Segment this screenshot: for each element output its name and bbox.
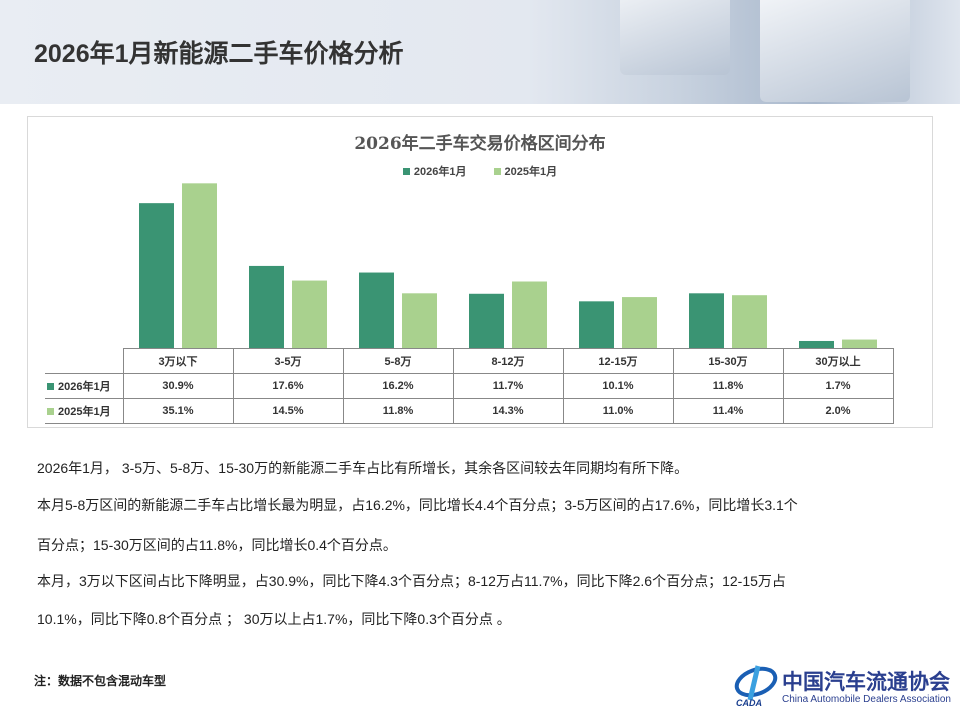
data-label: 2.0% xyxy=(782,398,894,424)
chart-legend: 2026年1月 2025年1月 xyxy=(28,163,932,179)
decorative-cube xyxy=(760,0,910,102)
series-label: 2025年1月 xyxy=(45,398,124,424)
category-label: 30万以上 xyxy=(782,348,894,374)
bar-2026-2 xyxy=(359,272,394,349)
bar-2025-3 xyxy=(512,281,547,349)
bar-2025-4 xyxy=(622,297,657,349)
legend-swatch xyxy=(493,167,501,175)
paragraph: 10.1%，同比下降0.8个百分点 ； 30万以上占1.7%，同比下降0.3个百… xyxy=(37,611,511,627)
logo-text-en: China Automobile Dealers Association xyxy=(782,694,951,705)
data-label: 10.1% xyxy=(562,373,674,399)
table-row: 2026年1月 30.9% 17.6% 16.2% 11.7% 10.1% 11.8% 1.7… xyxy=(45,373,894,399)
data-label: 11.4% xyxy=(672,398,784,424)
bar-2025-1 xyxy=(292,280,327,349)
data-table: 3万以下 3-5万 5-8万 8-12万 12-15万 15-30万 30万以上 2026年1… xyxy=(45,348,894,424)
logo-text-cn: 中国汽车流通协会 xyxy=(782,669,950,694)
legend-label: 2026年1月 xyxy=(413,166,467,178)
series-label: 2026年1月 xyxy=(45,373,124,399)
data-label: 17.6% xyxy=(232,373,344,399)
bar-2026-0 xyxy=(139,203,174,349)
data-label: 11.7% xyxy=(452,373,564,399)
paragraph: 本月，3万以下区间占比下降明显，占30.9%，同比下降4.3个百分点；8-12万… xyxy=(37,573,786,589)
data-label: 16.2% xyxy=(342,373,454,399)
series-name: 2025年1月 xyxy=(58,406,111,418)
bar-2025-0 xyxy=(182,183,217,349)
table-corner xyxy=(45,348,124,374)
paragraph: 2026年1月， 3-5万、5-8万、15-30万的新能源二手车占比有所增长，其… xyxy=(37,460,689,476)
legend-label: 2025年1月 xyxy=(504,166,558,178)
chart-plot xyxy=(139,183,877,349)
chart: 2026年二手车交易价格区间分布 2026年1月 2025年1月 3万以下 3-5… xyxy=(27,116,933,428)
category-label: 8-12万 xyxy=(452,348,564,374)
cada-emblem-icon: CADA xyxy=(734,665,778,708)
page-title: 2026年1月新能源二手车价格分析 xyxy=(34,40,404,68)
footnote: 注：数据不包含混动车型 xyxy=(34,674,167,688)
bar-2025-6 xyxy=(842,339,877,349)
data-label: 35.1% xyxy=(122,398,234,424)
svg-text:CADA: CADA xyxy=(736,698,762,708)
decorative-cube xyxy=(620,0,730,75)
legend-swatch xyxy=(47,383,54,390)
data-label: 14.5% xyxy=(232,398,344,424)
cada-logo: CADA 中国汽车流通协会 China Automobile Dealers A… xyxy=(732,660,952,710)
data-label: 11.8% xyxy=(342,398,454,424)
bar-2025-5 xyxy=(732,295,767,349)
bar-2025-2 xyxy=(402,293,437,349)
data-label: 14.3% xyxy=(452,398,564,424)
bar-2026-4 xyxy=(579,301,614,349)
bar-2026-1 xyxy=(249,265,284,349)
data-label: 1.7% xyxy=(782,373,894,399)
category-label: 15-30万 xyxy=(672,348,784,374)
chart-title: 2026年二手车交易价格区间分布 xyxy=(354,134,606,154)
category-label: 5-8万 xyxy=(342,348,454,374)
legend-swatch xyxy=(402,167,410,175)
data-label: 11.8% xyxy=(672,373,784,399)
legend-item: 2026年1月 xyxy=(402,163,467,179)
category-label: 3万以下 xyxy=(122,348,234,374)
category-label: 12-15万 xyxy=(562,348,674,374)
table-row: 2025年1月 35.1% 14.5% 11.8% 14.3% 11.0% 11.4% 2.0… xyxy=(45,398,894,424)
paragraph: 百分点；15-30万区间的占11.8%，同比增长0.4个百分点。 xyxy=(37,537,397,553)
legend-swatch xyxy=(47,408,54,415)
legend-item: 2025年1月 xyxy=(493,163,558,179)
header-banner: 2026年1月新能源二手车价格分析 xyxy=(0,0,960,104)
bar-2026-6 xyxy=(799,340,834,349)
bar-2026-3 xyxy=(469,293,504,349)
data-label: 11.0% xyxy=(562,398,674,424)
data-label: 30.9% xyxy=(122,373,234,399)
category-label: 3-5万 xyxy=(232,348,344,374)
bar-2026-5 xyxy=(689,293,724,349)
series-name: 2026年1月 xyxy=(58,381,111,393)
paragraph: 本月5-8万区间的新能源二手车占比增长最为明显，占16.2%，同比增长4.4个百… xyxy=(37,497,798,513)
